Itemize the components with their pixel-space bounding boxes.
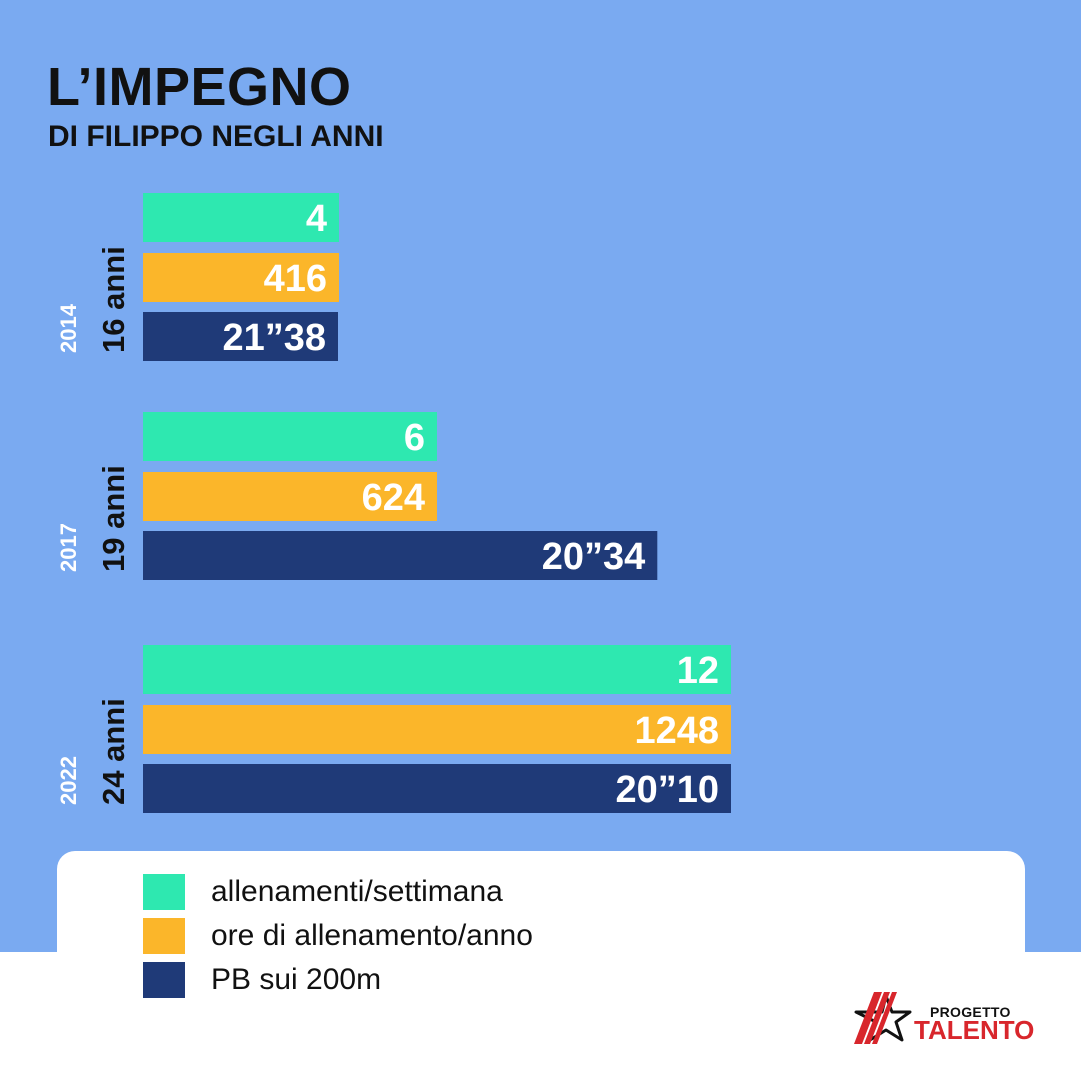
legend-item-sessions: allenamenti/settimana: [143, 873, 503, 911]
page-subtitle: DI FILIPPO NEGLI ANNI: [48, 120, 384, 153]
bar-2014-hours: [143, 253, 339, 302]
legend-label-sessions: allenamenti/settimana: [211, 875, 503, 908]
data-label-2014-sessions: 4: [306, 198, 327, 240]
star-stripes-icon: [854, 992, 912, 1044]
legend-label-pb: PB sui 200m: [211, 963, 382, 996]
page-title: L’IMPEGNO: [47, 57, 352, 117]
age-label-2017: 19 anni: [96, 465, 131, 572]
data-label-2014-pb: 21”38: [222, 317, 326, 359]
legend-item-hours: ore di allenamento/anno: [143, 917, 533, 955]
legend-item-pb: PB sui 200m: [143, 961, 381, 999]
year-label-2022: 2022: [56, 756, 81, 805]
legend-swatch-sessions: [143, 874, 185, 910]
age-label-2022: 24 anni: [96, 698, 131, 805]
bar-2022-hours: [143, 705, 731, 754]
legend-swatch-pb: [143, 962, 185, 998]
data-label-2017-pb: 20”34: [542, 536, 646, 578]
year-label-2014: 2014: [56, 303, 81, 353]
data-label-2017-sessions: 6: [404, 417, 425, 459]
logo-text-top: PROGETTO: [930, 1004, 1011, 1020]
logo-text-bottom: TALENTO: [914, 1015, 1035, 1045]
age-label-2014: 16 anni: [96, 246, 131, 353]
bar-2017-pb: [143, 531, 658, 580]
data-label-2022-hours: 1248: [634, 710, 719, 752]
data-label-2022-sessions: 12: [677, 650, 719, 692]
legend-swatch-hours: [143, 918, 185, 954]
bar-2014-sessions: [143, 193, 339, 242]
bar-2014-pb: [143, 312, 338, 361]
legend-label-hours: ore di allenamento/anno: [211, 919, 533, 952]
year-label-2017: 2017: [56, 523, 81, 572]
bar-2017-sessions: [143, 412, 437, 461]
bar-2022-sessions: [143, 645, 731, 694]
bar-2022-pb: [143, 764, 731, 813]
data-label-2017-hours: 624: [362, 477, 425, 519]
bar-2017-hours: [143, 472, 437, 521]
data-label-2014-hours: 416: [264, 258, 327, 300]
progetto-talento-logo: PROGETTO TALENTO: [852, 990, 1035, 1046]
legend-card: [57, 851, 1025, 1081]
data-label-2022-pb: 20”10: [615, 769, 719, 811]
